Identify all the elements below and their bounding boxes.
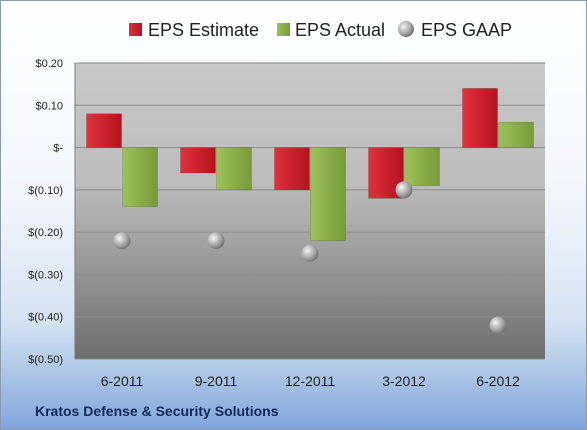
company-name: Kratos Defense & Security Solutions xyxy=(35,403,279,419)
x-tick-label: 3-2012 xyxy=(382,373,426,389)
legend-swatch-actual xyxy=(277,23,290,36)
x-tick-label: 6-2012 xyxy=(476,373,520,389)
bar-estimate xyxy=(86,113,122,148)
marker-gaap xyxy=(489,316,507,334)
y-tick-label: $(0.40) xyxy=(28,312,63,324)
legend-item-gaap: EPS GAAP xyxy=(398,20,512,40)
legend-label-estimate: EPS Estimate xyxy=(148,20,259,40)
bar-estimate xyxy=(180,147,216,174)
marker-gaap xyxy=(113,232,131,250)
bar-actual xyxy=(498,121,534,148)
marker-gaap xyxy=(301,244,319,262)
y-axis: $0.20 $0.10 $- $(0.10) $(0.20) $(0.30) $(0.40)… xyxy=(28,58,63,366)
bar-estimate xyxy=(462,88,498,148)
bar-estimate xyxy=(274,147,310,191)
marker-gaap xyxy=(395,181,413,199)
marker-gaap xyxy=(207,232,225,250)
x-tick-label: 9-2011 xyxy=(195,373,238,389)
legend-label-gaap: EPS GAAP xyxy=(421,20,512,40)
bar-actual xyxy=(310,147,346,241)
x-axis: 6-2011 9-2011 12-2011 3-2012 6-2012 xyxy=(101,373,520,389)
bar-actual xyxy=(216,147,252,191)
legend-label-actual: EPS Actual xyxy=(295,20,385,40)
y-tick-label: $- xyxy=(53,143,63,155)
y-tick-label: $(0.10) xyxy=(28,185,63,197)
legend-item-estimate: EPS Estimate xyxy=(129,20,259,40)
legend-swatch-estimate xyxy=(129,23,142,36)
bar-actual xyxy=(122,147,158,208)
x-tick-label: 6-2011 xyxy=(101,373,144,389)
legend-item-actual: EPS Actual xyxy=(277,20,385,40)
x-tick-label: 12-2011 xyxy=(285,373,336,389)
y-tick-label: $(0.20) xyxy=(28,227,63,239)
y-tick-label: $(0.30) xyxy=(28,269,63,281)
y-tick-label: $0.20 xyxy=(35,58,63,70)
y-tick-label: $(0.50) xyxy=(28,354,63,366)
legend-swatch-gaap xyxy=(398,21,414,37)
legend: EPS Estimate EPS Actual EPS GAAP xyxy=(129,20,512,40)
gaap-markers xyxy=(113,181,507,334)
y-tick-label: $0.10 xyxy=(35,100,63,112)
bar-actual xyxy=(404,147,440,186)
